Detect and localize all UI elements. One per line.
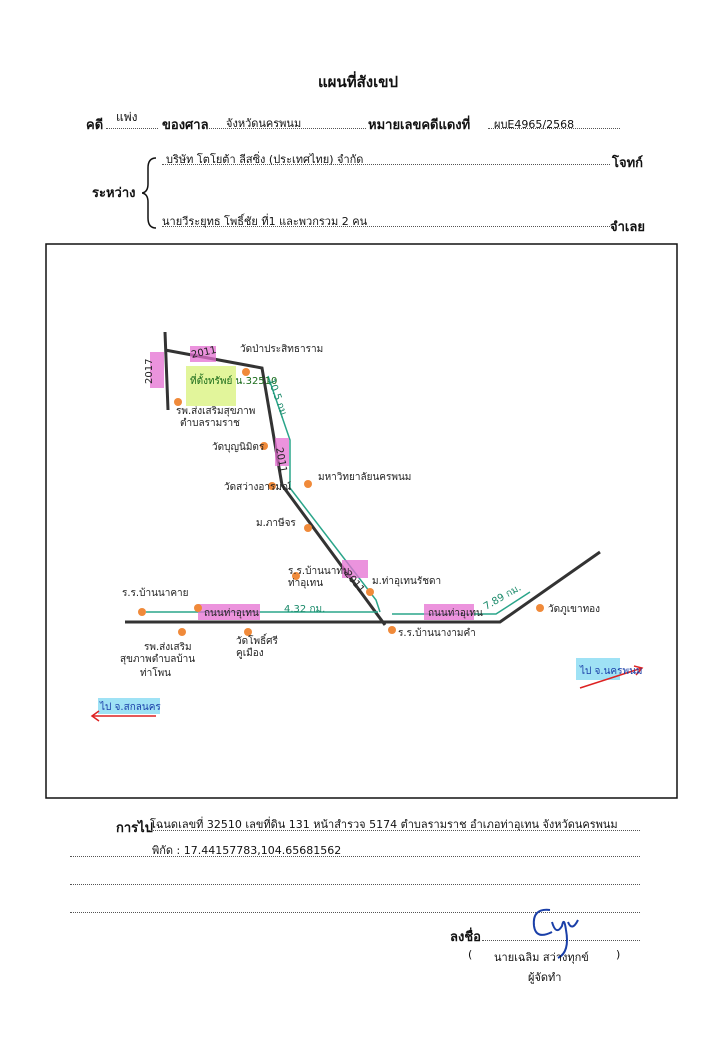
map-label: รพ.ส่งเสริมสุขภาพ [176, 406, 255, 417]
signature [532, 908, 579, 959]
place-dot [536, 604, 544, 612]
court: จังหวัดนครพนม [226, 117, 302, 130]
place-dot [242, 368, 250, 376]
map-label: 2011 [190, 345, 217, 361]
map-label: ไป จ.นครพนม [579, 665, 643, 677]
place-dot [194, 604, 202, 612]
highlight [150, 352, 164, 388]
highlights [98, 346, 620, 714]
map-frame [45, 243, 678, 799]
sign-label: ลงชื่อ [450, 930, 481, 945]
defendant-role: จำเลย [610, 220, 645, 235]
highlight [424, 604, 474, 620]
dotted-line [106, 128, 158, 129]
dotted-line [70, 912, 640, 913]
dotted-line [206, 128, 366, 129]
place-dot [292, 572, 300, 580]
place-dot [244, 628, 252, 636]
dotted-line [162, 164, 610, 165]
map-label: ร.ร.บ้านนาทม [288, 565, 350, 577]
dotted-line [148, 830, 640, 831]
map-label: ที่ตั้งทรัพย์ น.32510 [190, 373, 277, 387]
map-label: ตำบลรามราช [180, 418, 240, 429]
place-dot [260, 442, 268, 450]
close-paren: ) [616, 948, 621, 961]
case-type: แพ่ง [116, 110, 138, 124]
map-label: มหาวิทยาลัยนครพนม [318, 472, 411, 483]
place-dot [366, 588, 374, 596]
highlight [342, 560, 368, 578]
coordinates: พิกัด : 17.44157783,104.65681562 [152, 844, 342, 857]
place-dot [174, 398, 182, 406]
map-label: 2011 [273, 447, 288, 474]
map-label: วัดโพธิ์ศรี [236, 633, 279, 647]
route: โฉนดเลขที่ 32510 เลขที่ดิน 131 หน้าสำรวจ… [150, 818, 618, 831]
map-label: วัดบุญนิมิตร [212, 442, 265, 453]
map-label: ม.ท่าอุเทนรัชดา [372, 576, 441, 587]
place-dot [138, 608, 146, 616]
place-dot [388, 626, 396, 634]
number-label: หมายเลขคดีแดงที่ [368, 118, 471, 133]
map-label: ถนนท่าอุเทน [204, 608, 259, 619]
map-label: ร.ร.บ้านนาคาย [122, 587, 189, 599]
map-label: 4.32 กม. [284, 604, 325, 615]
place-dot [304, 524, 312, 532]
title: แผนที่สังเขป [318, 73, 398, 91]
case-number: ผบE4965/2568 [494, 118, 575, 131]
plaintiff-role: โจทก์ [612, 156, 644, 171]
map-label: ไป จ.สกลนคร [99, 701, 161, 713]
map-label: คูเมือง [236, 647, 264, 659]
court-label: ของศาล [162, 118, 209, 133]
map-label: รพ.ส่งเสริม [144, 642, 192, 653]
map-label: ม.ภาษีจร [256, 517, 296, 529]
road [163, 331, 170, 411]
map-label: สุขภาพตำบลบ้าน [120, 653, 195, 665]
map-label: ร.ร.บ้านนางามคำ [398, 627, 476, 639]
highlight [198, 604, 260, 620]
brace [142, 157, 157, 229]
dotted-line [162, 226, 610, 227]
arrow-head [90, 710, 100, 722]
defendant: นายวีระยุทธ โพธิ์ชัย ที่1 และพวกรวม 2 คน [162, 215, 368, 228]
open-paren: ( [468, 948, 473, 961]
arrow-head [633, 665, 644, 676]
map-label: วัดภูเขาทอง [548, 604, 600, 615]
dotted-line [482, 940, 640, 941]
map-label: 2017 [144, 359, 155, 384]
signer-role: ผู้จัดทำ [528, 971, 562, 984]
places [138, 368, 544, 636]
highlight [275, 438, 289, 466]
place-dot [304, 480, 312, 488]
map-label: ท่าอุเทน [288, 578, 323, 589]
case-label: คดี [86, 118, 104, 133]
map-label: วัดป่าประสิทธาราม [240, 344, 323, 355]
place-dot [268, 482, 276, 490]
dotted-line [70, 856, 640, 857]
place-dot [178, 628, 186, 636]
map-label: ถนนท่าอุเทน [428, 608, 483, 619]
plaintiff: บริษัท โตโยต้า ลีสซิ่ง (ประเทศไทย) จำกัด [166, 153, 364, 166]
highlight [576, 658, 620, 680]
map-label: วัดสว่างอารมณ์ [224, 481, 291, 493]
route-label: การไป [116, 821, 153, 836]
highlight [98, 698, 160, 714]
highlight [190, 346, 216, 362]
route-line [267, 375, 381, 613]
map-label: ท่าโพน [140, 666, 171, 679]
highlight [186, 366, 236, 406]
dotted-line [70, 884, 640, 885]
road [125, 550, 601, 624]
between-label: ระหว่าง [92, 186, 136, 201]
arrows [90, 665, 644, 722]
dotted-line [488, 128, 620, 129]
signer: นายเฉลิม สว่างทุกข์ [494, 951, 589, 964]
arrow [579, 667, 643, 689]
